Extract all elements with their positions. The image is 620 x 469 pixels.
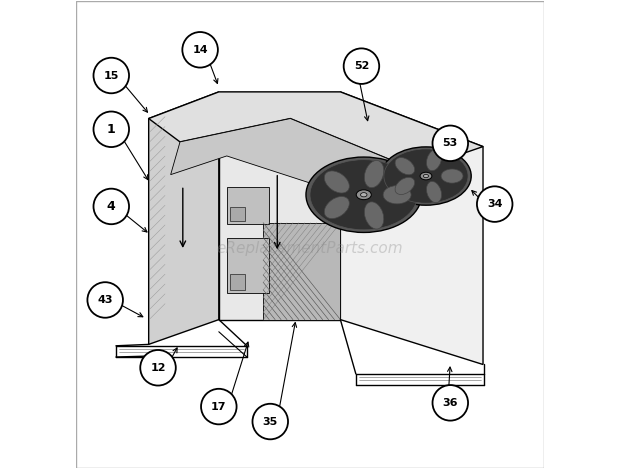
Ellipse shape [427, 150, 441, 171]
Text: 52: 52 [354, 61, 369, 71]
Ellipse shape [306, 157, 422, 233]
Text: 17: 17 [211, 401, 226, 412]
Polygon shape [340, 92, 483, 364]
Circle shape [94, 189, 129, 224]
Text: 35: 35 [263, 416, 278, 426]
Polygon shape [149, 92, 483, 170]
Ellipse shape [310, 159, 417, 230]
Text: 36: 36 [443, 398, 458, 408]
Circle shape [182, 32, 218, 68]
Circle shape [433, 385, 468, 421]
Text: 4: 4 [107, 200, 116, 213]
Polygon shape [264, 223, 340, 319]
Polygon shape [219, 92, 340, 319]
Circle shape [201, 389, 237, 424]
Polygon shape [229, 274, 244, 290]
Ellipse shape [384, 149, 468, 203]
Text: eReplacementParts.com: eReplacementParts.com [216, 241, 404, 256]
Ellipse shape [365, 202, 384, 229]
Circle shape [140, 350, 176, 386]
Circle shape [94, 58, 129, 93]
Text: 43: 43 [97, 295, 113, 305]
Ellipse shape [324, 171, 349, 193]
Circle shape [252, 404, 288, 439]
Ellipse shape [441, 169, 463, 183]
Ellipse shape [381, 147, 471, 205]
Ellipse shape [395, 177, 415, 195]
Circle shape [433, 126, 468, 161]
Text: 34: 34 [487, 199, 502, 209]
Ellipse shape [427, 182, 441, 203]
Text: 15: 15 [104, 70, 119, 81]
Text: 12: 12 [150, 363, 166, 373]
Ellipse shape [423, 174, 428, 178]
Ellipse shape [383, 186, 411, 204]
Ellipse shape [420, 172, 432, 180]
Ellipse shape [356, 190, 371, 200]
Polygon shape [170, 119, 415, 193]
Circle shape [477, 186, 513, 222]
Text: 53: 53 [443, 138, 458, 148]
Polygon shape [227, 187, 269, 224]
Circle shape [343, 48, 379, 84]
Ellipse shape [365, 160, 384, 188]
Circle shape [87, 282, 123, 318]
Ellipse shape [324, 197, 349, 219]
Ellipse shape [395, 158, 415, 175]
Polygon shape [227, 238, 269, 293]
Text: 1: 1 [107, 123, 116, 136]
Circle shape [94, 112, 129, 147]
Polygon shape [149, 92, 219, 344]
Ellipse shape [361, 193, 367, 197]
Text: 14: 14 [192, 45, 208, 55]
Polygon shape [229, 207, 244, 221]
